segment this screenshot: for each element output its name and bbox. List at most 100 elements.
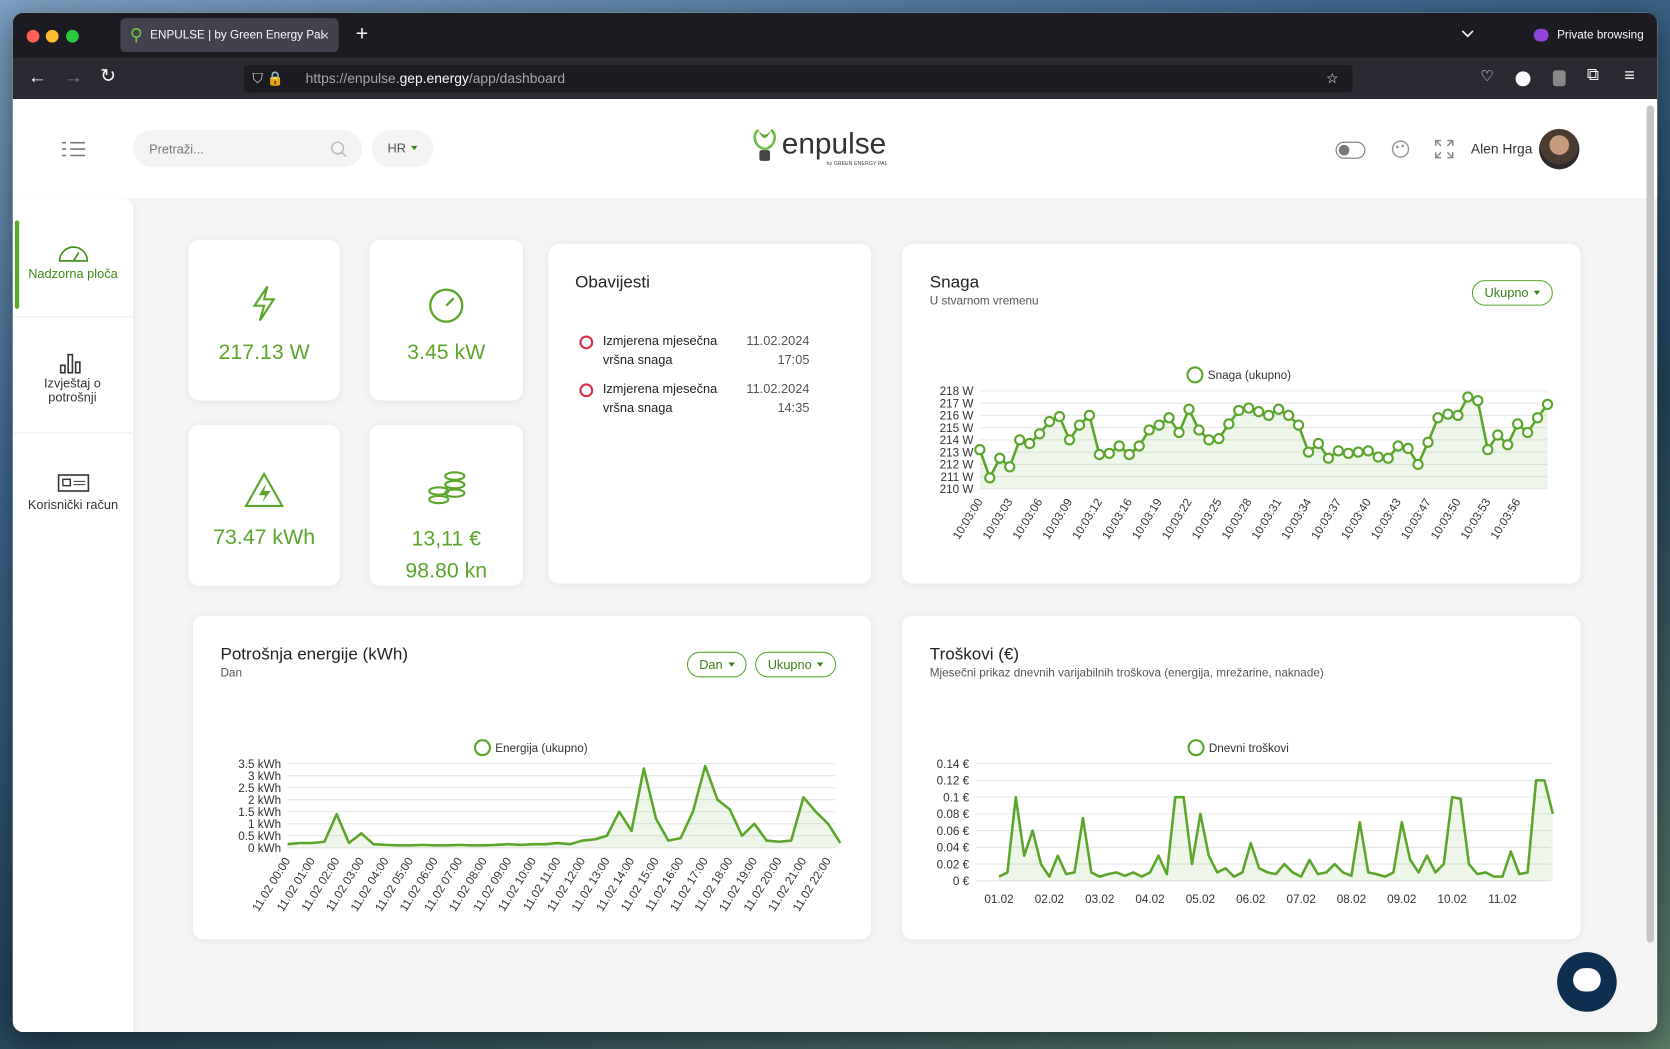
chart-title: Troškovi (€)	[929, 645, 1020, 664]
url-path: /app/dashboard	[468, 70, 566, 87]
fullscreen-icon[interactable]	[1434, 139, 1454, 159]
stat-value: 217.13 W	[218, 340, 310, 365]
language-select[interactable]: HR	[371, 129, 434, 168]
lock-icons: ⛉ 🔒	[252, 70, 284, 87]
bolt	[258, 483, 271, 503]
close-window[interactable]	[26, 29, 40, 43]
nav-account[interactable]: Korisnički račun	[13, 473, 133, 512]
notification-time: 11.02.2024 17:05	[730, 331, 810, 369]
forward-button[interactable]: →	[63, 66, 84, 88]
divider	[12, 432, 134, 434]
logo-sub: by GREEN ENERGY PAL	[826, 160, 888, 168]
back-button[interactable]: ←	[27, 66, 47, 88]
palette-icon[interactable]	[1391, 140, 1410, 159]
bar-icon	[67, 353, 74, 374]
notification-text[interactable]: Izmjerena mjesečna vršna snaga	[602, 381, 718, 416]
stat-value: 13,11 €	[411, 527, 482, 551]
url-scheme: https://enpulse.	[305, 70, 400, 87]
filter-button[interactable]: Ukupno	[1471, 280, 1553, 306]
reload-button[interactable]: ↻	[100, 64, 117, 87]
notification-text[interactable]: Izmjerena mjesečna vršna snaga	[602, 333, 718, 368]
card-outline	[57, 474, 89, 492]
extensions-icon[interactable]: ⧉	[1586, 66, 1600, 85]
coins-icon	[428, 471, 466, 505]
chevron	[1461, 30, 1474, 38]
handle	[341, 151, 347, 158]
tab-close[interactable]: ×	[320, 26, 330, 44]
nav-dashboard[interactable]: Nadzorna ploča	[13, 220, 133, 316]
lens	[331, 141, 345, 155]
nav-bar: ← → ↻ ⛉ 🔒 https://enpulse.gep.energy/app…	[12, 58, 1658, 100]
logo-bulb	[753, 128, 777, 161]
scroll-thumb[interactable]	[1646, 105, 1655, 943]
gauge-icon	[58, 246, 88, 262]
shield-icon[interactable]	[1552, 70, 1566, 87]
chart-subtitle: Mjesečni prikaz dnevnih varijabilnih tro…	[929, 666, 1324, 680]
bookmark-star[interactable]: ☆	[1325, 70, 1339, 87]
tab-list[interactable]	[1461, 30, 1474, 39]
chat-button[interactable]	[1557, 952, 1617, 1012]
bulb-base	[759, 150, 771, 161]
tab-bar: ENPULSE | by Green Energy Pal × + Privat…	[12, 12, 1658, 59]
alert-dot	[579, 383, 594, 398]
private-icon	[1533, 28, 1549, 42]
card-title: Obavijesti	[575, 273, 650, 292]
scrollbar[interactable]	[1646, 99, 1656, 1032]
theme-switch[interactable]	[1335, 141, 1366, 159]
sidebar-toggle[interactable]	[61, 141, 86, 157]
search-icon	[331, 141, 347, 158]
chart-title: Snaga	[929, 273, 980, 292]
nav-report[interactable]: Izvještaj o potrošnji	[35, 353, 110, 405]
notification-time: 11.02.2024 14:35	[730, 379, 810, 417]
browser-tab[interactable]: ENPULSE | by Green Energy Pal ×	[120, 18, 339, 53]
search-box[interactable]: Pretraži...	[133, 129, 363, 168]
warning-icon	[244, 471, 285, 507]
stat-card: 73.47 kWh	[188, 424, 340, 586]
favicon-bulb	[131, 27, 142, 39]
maximize-window[interactable]	[66, 29, 79, 43]
date: 11.02.2024	[746, 381, 810, 397]
chart-subtitle: Dan	[220, 666, 242, 680]
menu-icon[interactable]: ≡	[1624, 64, 1635, 86]
divider	[12, 316, 134, 318]
switch-knob	[1338, 144, 1350, 156]
url-bar[interactable]: ⛉ 🔒 https://enpulse.gep.energy/app/dashb…	[243, 64, 1353, 93]
toggle-lines	[61, 141, 86, 157]
bolt-icon	[252, 285, 276, 322]
tab-title: ENPULSE | by Green Energy Pal	[150, 28, 324, 42]
new-tab[interactable]: +	[355, 22, 369, 46]
bar-icon	[59, 364, 66, 374]
filter-button[interactable]: Ukupno	[755, 651, 837, 678]
stat-value: 3.45 kW	[407, 340, 486, 365]
nav-label: Nadzorna ploča	[28, 266, 118, 282]
stat-card: 3.45 kW	[369, 239, 523, 401]
time: 17:05	[777, 352, 810, 368]
sidebar: Nadzorna ploča Izvještaj o potrošnji Kor…	[12, 198, 134, 1033]
g	[428, 471, 466, 505]
period-button[interactable]: Dan	[686, 651, 747, 678]
pocket-icon[interactable]: ♡	[1480, 67, 1494, 85]
card-photo	[61, 478, 71, 487]
avatar[interactable]	[1538, 128, 1580, 170]
account-icon[interactable]	[1515, 71, 1531, 87]
search-placeholder: Pretraži...	[149, 141, 204, 157]
gauge-needle	[72, 251, 79, 262]
date: 11.02.2024	[746, 333, 810, 349]
dial	[429, 288, 464, 323]
stat-value: 98.80 kn	[405, 559, 488, 583]
notifications-card: Obavijesti Izmjerena mjesečna vršna snag…	[548, 243, 872, 584]
coin	[428, 494, 450, 505]
chart-card: Snaga U stvarnom vremenu Ukupno	[902, 243, 1581, 584]
chart-title: Potrošnja energije (kWh)	[220, 645, 408, 664]
chart-card: Troškovi (€) Mjesečni prikaz dnevnih var…	[902, 615, 1581, 940]
user-name[interactable]: Alen Hrga	[1470, 140, 1533, 157]
card-icon	[57, 474, 89, 492]
app-header: Pretraži... HR enpulse by GREEN ENERGY P…	[12, 99, 1658, 199]
minimize-window[interactable]	[45, 29, 59, 43]
stat-card: 217.13 W	[188, 239, 340, 401]
bulb-leaf	[753, 128, 777, 151]
needle	[445, 297, 455, 307]
